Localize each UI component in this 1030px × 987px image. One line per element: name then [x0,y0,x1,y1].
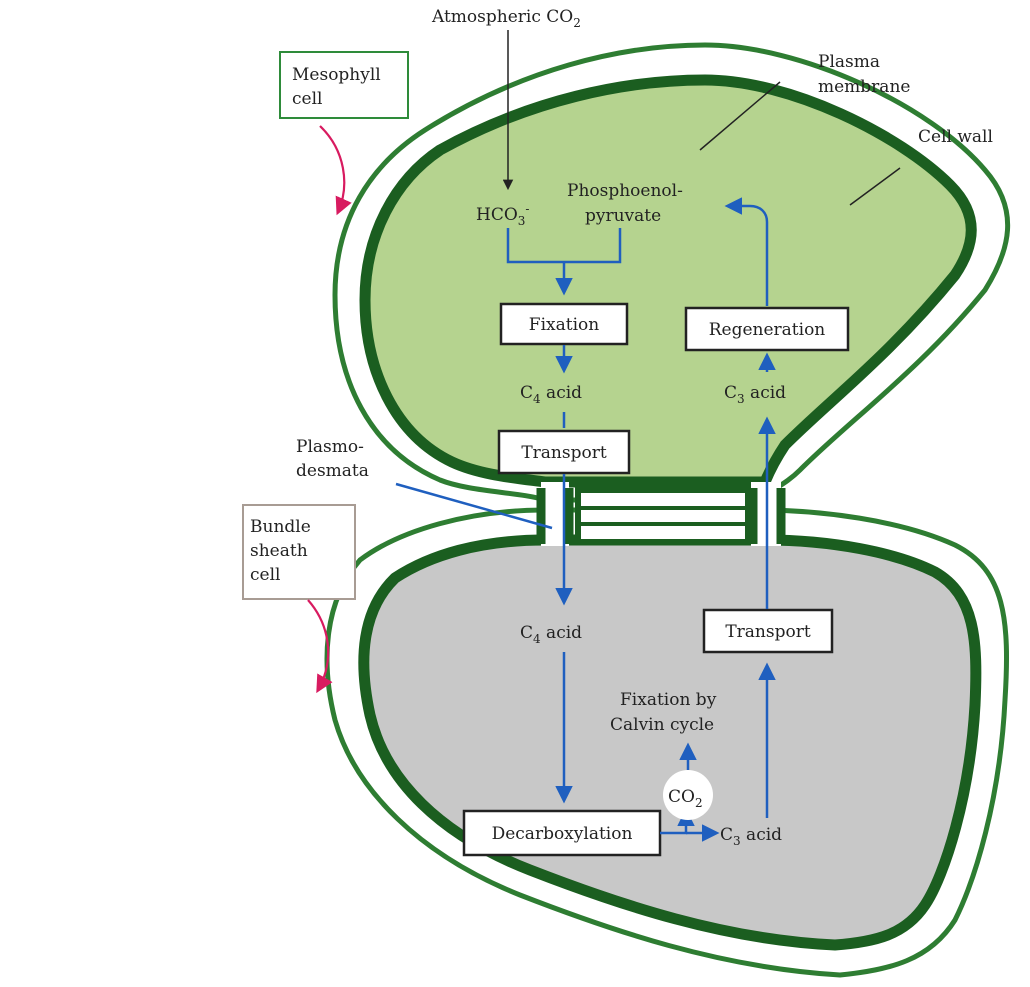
c4-acid-mesophyll-label: C4 acid [520,383,582,406]
co2-circle [663,770,713,820]
central-wall-block [575,487,751,545]
transport-bottom-box-label: Transport [725,622,811,642]
transport-top-box [497,429,631,475]
plasmodesmata-label: Plasmo- desmata [296,437,369,481]
mesophyll-plasma-membrane [359,74,977,488]
c3-acid-bundle-sheath-label: C3 acid [720,825,782,848]
fixation-calvin-cycle-label: Fixation by Calvin cycle [610,690,722,735]
c3-acid-mesophyll-label: C3 acid [724,383,786,406]
fixation-box-label: Fixation [529,315,599,335]
plasma-membrane-label: Plasma membrane [818,52,910,97]
fixation-box [499,302,629,346]
bundle-sheath-cell-label-box [242,504,356,600]
atmospheric-co2-label: Atmospheric CO2 [431,7,581,30]
bundle-sheath-plasma-membrane [358,534,982,951]
regeneration-to-pep-arrow [724,197,769,306]
mesophyll-cell-label-box [279,51,409,119]
mesophyll-cell-label: Mesophyll cell [292,65,386,109]
plasmodesmata-pointer [395,482,553,530]
transport-top-box-label: Transport [521,443,607,463]
hco3-label: HCO3- [476,202,529,228]
decarboxylation-box [462,809,662,857]
bundle-sheath-cell-label: Bundle sheath cell [250,517,316,585]
mesophyll-curved-arrow [319,125,352,216]
bundle-sheath-curved-arrow [307,599,333,694]
plasma-membrane-pointer [699,81,781,151]
cell-wall-pointer [849,167,901,206]
regeneration-box [684,306,850,352]
phosphoenolpyruvate-label: Phosphoenol- pyruvate [567,181,688,226]
transport-bottom-box [702,608,834,654]
regeneration-box-label: Regeneration [709,320,826,340]
co2-circle-label: CO2 [668,787,703,810]
c4-acid-bundle-sheath-label: C4 acid [520,623,582,646]
cell-wall-label: Cell wall [918,127,993,147]
decarboxylation-box-label: Decarboxylation [492,824,633,844]
